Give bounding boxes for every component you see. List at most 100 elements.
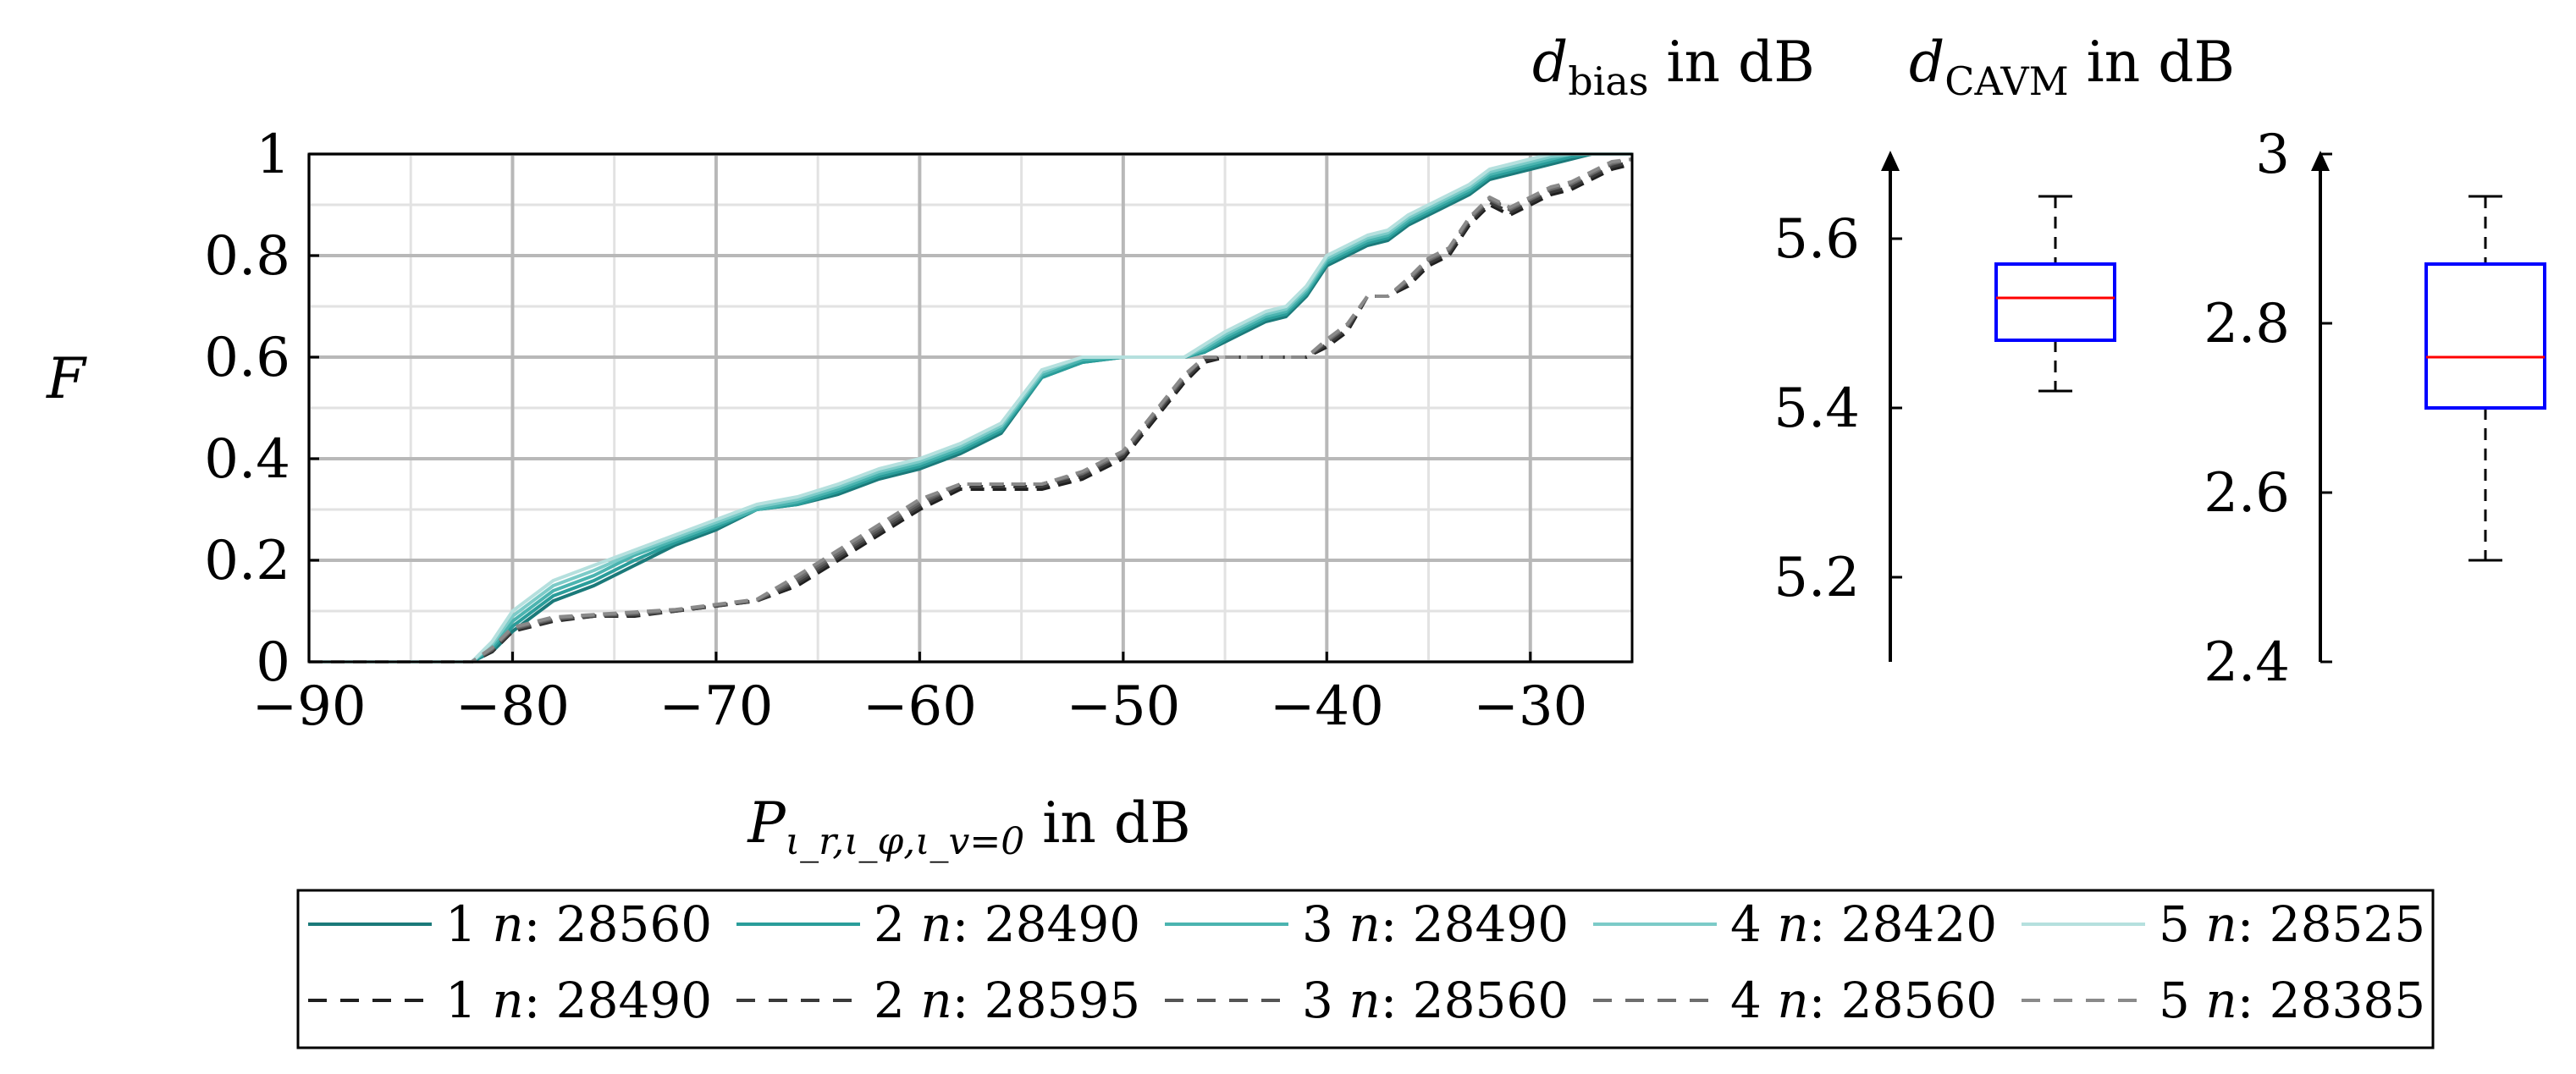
legend-label-num: 3 [1302, 895, 1349, 953]
legend-label-num: 5 [2159, 972, 2205, 1029]
x-axis-label-suffix: in dB [1024, 790, 1190, 856]
box2-title-suffix: in dB [2069, 30, 2235, 95]
x-tick-labels: −90 −80 −70 −60 −50 −40 −30 [251, 652, 1587, 738]
y-tick-label: 0.2 [204, 530, 290, 592]
box-axis-arrow [1881, 151, 1900, 171]
legend-label-n: n [2205, 972, 2237, 1029]
legend-label-value: : 28420 [1809, 895, 1997, 953]
legend-label-n: n [492, 895, 523, 953]
legend-label-n: n [1349, 895, 1380, 953]
x-tick-label: −60 [863, 675, 977, 738]
x-tick-label: −90 [251, 675, 366, 738]
series-line-7 [309, 160, 1633, 664]
x-tick-label: −50 [1066, 675, 1180, 738]
legend-label-num: 4 [1730, 895, 1777, 953]
y-tick-label: 0.8 [204, 225, 290, 288]
series-line-2 [309, 152, 1632, 664]
box-y-tick-label: 2.6 [2204, 462, 2290, 525]
y-tick-label: 0.4 [204, 428, 290, 491]
box-plot-d-bias: dbias in dB 5.25.45.6 [1532, 30, 2116, 662]
box1-title-main: d [1532, 30, 1568, 95]
legend-label: 5 n: 28385 [2159, 972, 2425, 1029]
legend-label-value: : 28560 [1809, 972, 1997, 1029]
series-line-9 [309, 157, 1633, 664]
legend-label-value: : 28490 [524, 972, 712, 1029]
series-line-4 [309, 152, 1632, 664]
plot-frame [307, 152, 1634, 664]
x-axis-label-sub: ι_r,ι_φ,ι_v=0 [786, 820, 1024, 863]
box-y-tick-label: 5.2 [1773, 547, 1860, 609]
series-line-8 [309, 157, 1633, 664]
legend-label-num: 1 [445, 972, 492, 1029]
legend-label-n: n [1349, 972, 1380, 1029]
legend-label-num: 3 [1302, 972, 1349, 1029]
legend-label: 5 n: 28525 [2159, 895, 2425, 953]
box1-title-suffix: in dB [1648, 30, 1814, 95]
legend-label-n: n [920, 895, 952, 953]
y-tick-label: 1 [256, 124, 290, 186]
legend-label-num: 1 [445, 895, 492, 953]
x-tick-label: −40 [1270, 675, 1384, 738]
legend-label: 4 n: 28560 [1730, 972, 1997, 1029]
series-line-3 [309, 152, 1632, 664]
x-axis-label-main: P [747, 790, 786, 856]
box-axis-arrow [2311, 151, 2330, 171]
legend-label-value: : 28560 [524, 895, 712, 953]
legend-label-num: 2 [874, 895, 920, 953]
legend-label: 3 n: 28490 [1302, 895, 1569, 953]
y-axis-label: F [46, 346, 87, 411]
box-y-tick-label: 2.4 [2204, 631, 2290, 694]
legend-label: 2 n: 28490 [874, 895, 1140, 953]
series-line-6 [309, 162, 1633, 664]
box-iqr [2424, 262, 2546, 410]
legend: 1 n: 28560 2 n: 28490 3 n: 28490 4 n: 28420… [296, 889, 2435, 1049]
box1-y-axis: 5.2 5.4 5.6 [1773, 151, 1902, 662]
box2-title-main: d [1909, 30, 1944, 95]
box-plot-d-cavm: dCAVM in dB 2.4 2.6 2.8 3 [1909, 30, 2546, 694]
legend-label-value: : 28490 [1381, 895, 1569, 953]
legend-label-value: : 28490 [952, 895, 1140, 953]
box-iqr [1994, 262, 2116, 342]
x-tick-label: −80 [455, 675, 570, 738]
series-line-10 [309, 157, 1633, 664]
series-group [309, 152, 1633, 664]
box2-y-axis: 2.4 2.6 2.8 3 [2204, 124, 2332, 694]
box-y-tick-label: 5.6 [1773, 208, 1860, 271]
legend-label: 1 n: 28490 [445, 972, 712, 1029]
legend-label-num: 2 [874, 972, 920, 1029]
box-y-tick-label: 3 [2255, 124, 2290, 186]
y-tick-label: 0.6 [204, 327, 290, 389]
legend-items: 1 n: 28560 2 n: 28490 3 n: 28490 4 n: 28420… [308, 895, 2425, 1029]
box1-title-sub: bias [1568, 58, 1648, 104]
legend-label-value: : 28525 [2237, 895, 2425, 953]
box2-marks [2424, 195, 2546, 562]
x-tick-label: −30 [1473, 675, 1587, 738]
y-tick-label: 0 [256, 631, 290, 694]
box-plot-d-cavm-title: dCAVM in dB [1909, 30, 2235, 104]
y-tick-labels: 0 0.2 0.4 0.6 0.8 1 [204, 124, 319, 694]
legend-label: 2 n: 28595 [874, 972, 1140, 1029]
legend-label-n: n [2205, 895, 2237, 953]
legend-label-num: 4 [1730, 972, 1777, 1029]
legend-label-value: : 28385 [2237, 972, 2425, 1029]
legend-label-n: n [920, 972, 952, 1029]
cdf-chart: −90 −80 −70 −60 −50 −40 −30 0 0.2 0.4 0.6 0.8 1 F P… [46, 124, 1634, 863]
legend-label: 3 n: 28560 [1302, 972, 1569, 1029]
box-y-tick-label: 5.4 [1773, 377, 1860, 440]
legend-label-value: : 28560 [1381, 972, 1569, 1029]
box2-title-sub: CAVM [1944, 58, 2068, 104]
minor-grid [309, 154, 1634, 662]
legend-label-n: n [1777, 972, 1808, 1029]
legend-label-value: : 28595 [952, 972, 1140, 1029]
x-axis-label: Pι_r,ι_φ,ι_v=0 in dB [747, 790, 1190, 863]
legend-label: 1 n: 28560 [445, 895, 712, 953]
box-y-tick-label: 2.8 [2204, 293, 2290, 355]
x-tick-label: −70 [659, 675, 773, 738]
legend-label-n: n [492, 972, 523, 1029]
box1-marks [1994, 195, 2116, 393]
legend-label-n: n [1777, 895, 1808, 953]
legend-label: 4 n: 28420 [1730, 895, 1997, 953]
series-line-5 [309, 152, 1632, 664]
legend-label-num: 5 [2159, 895, 2205, 953]
